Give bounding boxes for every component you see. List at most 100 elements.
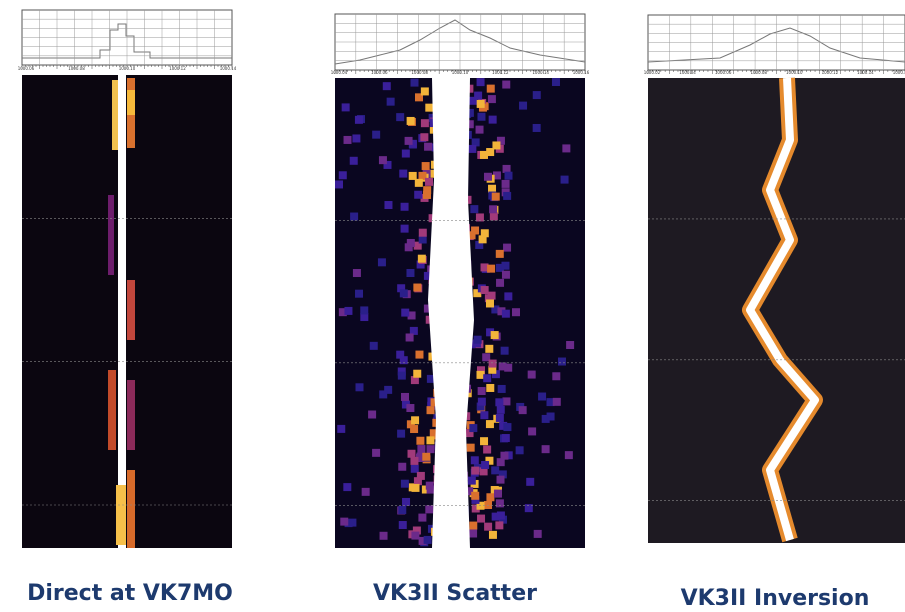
- noise-cell: [483, 446, 491, 454]
- noise-cell: [353, 269, 361, 277]
- noise-cell: [384, 201, 392, 209]
- noise-cell: [372, 449, 380, 457]
- noise-cell: [503, 423, 511, 431]
- noise-cell: [516, 446, 524, 454]
- noise-cell: [502, 397, 510, 405]
- tick-label: 1000.04: [331, 70, 348, 75]
- noise-cell: [488, 292, 496, 300]
- noise-cell: [399, 521, 407, 529]
- noise-cell: [397, 430, 405, 438]
- noise-cell: [495, 521, 503, 529]
- panel-direct-part: [118, 75, 126, 548]
- noise-cell: [469, 424, 477, 432]
- noise-cell: [398, 463, 406, 471]
- caption: Direct at VK7MO: [27, 581, 233, 606]
- noise-cell: [340, 518, 348, 526]
- panel-direct-part: [127, 280, 135, 340]
- noise-cell: [499, 362, 507, 370]
- noise-cell: [481, 229, 489, 237]
- panel-direct: 1000.061000.081000.101000.121000.14: [18, 10, 237, 548]
- noise-cell: [411, 532, 419, 540]
- noise-cell: [491, 466, 499, 474]
- noise-cell: [566, 341, 574, 349]
- noise-cell: [491, 331, 499, 339]
- noise-cell: [478, 387, 486, 395]
- noise-cell: [380, 532, 388, 540]
- noise-cell: [387, 98, 395, 106]
- noise-cell: [503, 244, 511, 252]
- noise-cell: [538, 393, 546, 401]
- noise-cell: [492, 193, 500, 201]
- noise-cell: [477, 515, 485, 523]
- noise-cell: [344, 307, 352, 315]
- noise-cell: [486, 299, 494, 307]
- tick-label: 1000.16: [893, 70, 905, 75]
- tick-label: 1000.08: [68, 66, 85, 71]
- noise-cell: [401, 480, 409, 488]
- noise-cell: [469, 529, 477, 537]
- noise-cell: [528, 427, 536, 435]
- noise-cell: [413, 370, 421, 378]
- noise-cell: [474, 336, 482, 344]
- noise-cell: [401, 309, 409, 317]
- noise-cell: [414, 191, 422, 199]
- noise-cell: [426, 482, 434, 490]
- noise-cell: [413, 284, 421, 292]
- noise-cell: [552, 78, 560, 86]
- noise-cell: [494, 490, 502, 498]
- noise-cell: [406, 269, 414, 277]
- noise-cell: [422, 453, 430, 461]
- noise-cell: [496, 499, 504, 507]
- noise-cell: [489, 205, 497, 213]
- noise-cell: [372, 131, 380, 139]
- noise-cell: [425, 104, 433, 112]
- noise-cell: [417, 445, 425, 453]
- noise-cell: [407, 239, 415, 247]
- noise-cell: [565, 451, 573, 459]
- noise-cell: [401, 393, 409, 401]
- noise-cell: [519, 406, 527, 414]
- noise-cell: [379, 156, 387, 164]
- noise-cell: [409, 172, 417, 180]
- noise-cell: [468, 477, 476, 485]
- noise-cell: [417, 472, 425, 480]
- panel-direct-part: [108, 195, 114, 275]
- noise-cell: [401, 225, 409, 233]
- noise-cell: [484, 173, 492, 181]
- noise-cell: [383, 82, 391, 90]
- tick-label: 1000.08: [411, 70, 428, 75]
- noise-cell: [467, 444, 475, 452]
- tick-label: 1000.06: [18, 66, 35, 71]
- noise-cell: [415, 351, 423, 359]
- panel-inversion: 1000.021000.041000.061000.081000.101000.…: [644, 15, 905, 543]
- noise-cell: [502, 271, 510, 279]
- tick-label: 1000.10: [452, 70, 469, 75]
- noise-cell: [424, 143, 432, 151]
- noise-cell: [337, 425, 345, 433]
- noise-cell: [497, 511, 505, 519]
- noise-cell: [360, 306, 368, 314]
- noise-cell: [478, 398, 486, 406]
- noise-cell: [401, 203, 409, 211]
- noise-cell: [490, 212, 498, 220]
- noise-cell: [362, 488, 370, 496]
- noise-cell: [410, 79, 418, 87]
- noise-cell: [415, 179, 423, 187]
- noise-cell: [418, 514, 426, 522]
- noise-cell: [486, 148, 494, 156]
- noise-cell: [342, 103, 350, 111]
- noise-cell: [501, 347, 509, 355]
- panel-direct-part: [127, 470, 135, 548]
- noise-cell: [399, 170, 407, 178]
- noise-cell: [502, 310, 510, 318]
- noise-cell: [335, 180, 343, 188]
- noise-cell: [486, 493, 494, 501]
- noise-cell: [485, 345, 493, 353]
- noise-cell: [418, 255, 426, 263]
- noise-cell: [421, 87, 429, 95]
- noise-cell: [480, 437, 488, 445]
- noise-cell: [519, 102, 527, 110]
- noise-cell: [528, 371, 536, 379]
- panel-direct-part: [127, 380, 135, 450]
- noise-cell: [402, 150, 410, 158]
